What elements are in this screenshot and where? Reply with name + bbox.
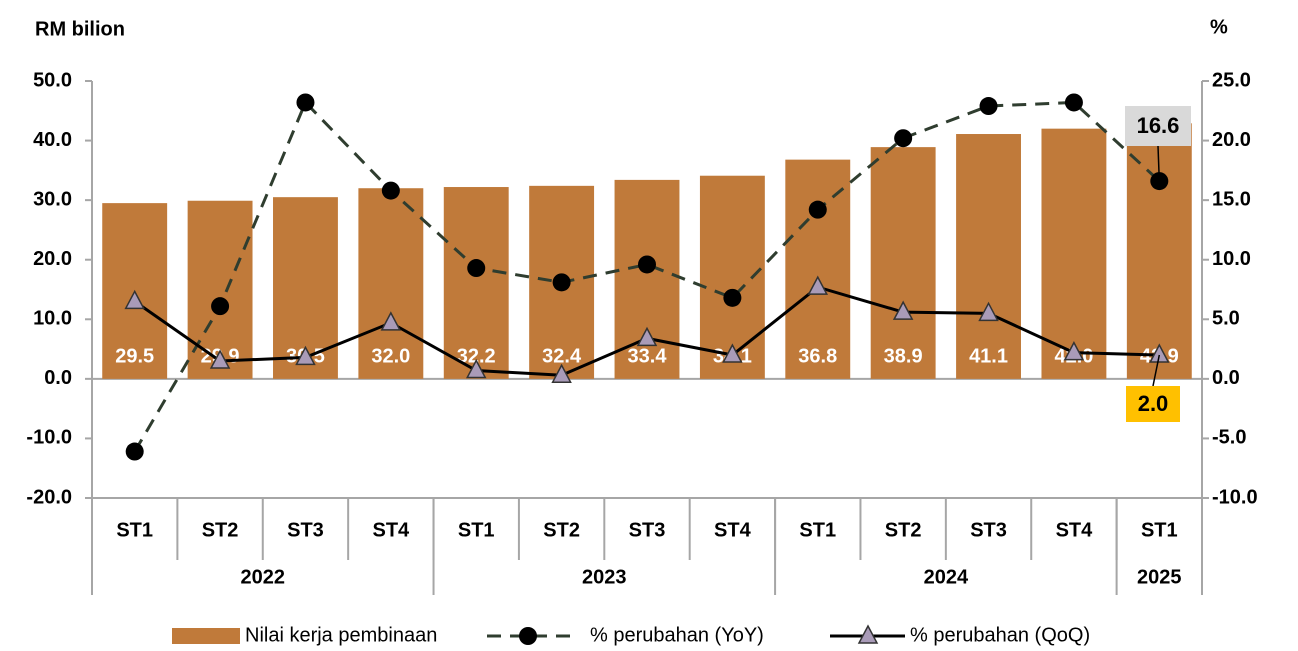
- marker: [892, 300, 914, 320]
- x-tick-label: ST4: [714, 519, 752, 541]
- y-tick-label: 50.0: [33, 69, 72, 91]
- y2-tick-label: 0.0: [1212, 367, 1240, 389]
- x-tick-label: ST1: [1141, 519, 1178, 541]
- y-tick-label: 0.0: [44, 367, 72, 389]
- marker: [295, 345, 316, 366]
- data-label: 29.5: [115, 345, 154, 367]
- y-tick-label: -20.0: [26, 486, 72, 508]
- marker: [638, 255, 656, 274]
- x-tick-label: ST1: [458, 519, 495, 541]
- marker: [723, 288, 742, 307]
- x-tick-label: ST4: [373, 519, 411, 541]
- marker: [894, 129, 913, 148]
- y2-tick-label: 5.0: [1212, 308, 1240, 330]
- data-label: 32.4: [542, 345, 582, 367]
- x-tick-label: ST1: [799, 519, 836, 541]
- x-tick-label: ST4: [1056, 519, 1094, 541]
- y2-tick-label: 20.0: [1212, 129, 1251, 151]
- bar: [870, 147, 936, 379]
- marker: [1064, 93, 1083, 112]
- marker: [1063, 341, 1085, 361]
- group-label: 2025: [1137, 566, 1182, 588]
- x-tick-label: ST1: [116, 519, 153, 541]
- data-label: 36.8: [798, 345, 837, 367]
- data-label: 16.6: [1137, 113, 1180, 138]
- marker: [380, 311, 402, 331]
- legend-label: % perubahan (YoY): [590, 624, 764, 646]
- leader-line: [1152, 354, 1161, 387]
- group-label: 2024: [924, 566, 969, 588]
- y-tick-label: -10.0: [26, 427, 72, 449]
- x-tick-label: ST3: [629, 519, 666, 541]
- y-tick-label: 30.0: [33, 188, 72, 210]
- y-tick-label: 20.0: [33, 248, 72, 270]
- marker: [808, 200, 827, 219]
- y2-tick-label: 10.0: [1212, 248, 1251, 270]
- marker: [1149, 343, 1170, 363]
- marker: [465, 358, 487, 379]
- marker: [551, 363, 572, 384]
- y-tick-label: 10.0: [33, 308, 72, 330]
- bar: [187, 200, 253, 379]
- y-axis-title: RM bilion: [35, 18, 125, 40]
- marker: [209, 349, 231, 369]
- data-label: 32.0: [371, 345, 410, 367]
- y2-tick-label: 25.0: [1212, 69, 1251, 91]
- y2-axis-title: %: [1210, 16, 1228, 38]
- bar: [956, 134, 1021, 379]
- bar: [785, 159, 851, 379]
- marker: [381, 181, 400, 200]
- marker: [979, 97, 998, 116]
- y-tick-label: 40.0: [33, 129, 72, 151]
- y2-tick-label: -5.0: [1212, 427, 1246, 449]
- legend-swatch: [519, 627, 537, 645]
- marker: [211, 297, 230, 316]
- marker: [978, 301, 999, 322]
- marker: [552, 273, 571, 292]
- marker: [807, 275, 829, 295]
- x-tick-label: ST2: [543, 519, 580, 541]
- marker: [296, 93, 315, 112]
- x-tick-label: ST3: [970, 519, 1007, 541]
- y2-tick-label: -10.0: [1212, 486, 1258, 508]
- marker: [636, 326, 658, 347]
- data-label: 2.0: [1138, 391, 1169, 416]
- leader-line: [1157, 145, 1161, 182]
- group-label: 2022: [241, 566, 286, 588]
- callout-box: [1126, 386, 1180, 422]
- legend-label: % perubahan (QoQ): [910, 624, 1090, 646]
- y2-tick-label: 15.0: [1212, 188, 1251, 210]
- data-label: 38.9: [884, 345, 923, 367]
- bar: [1041, 128, 1107, 379]
- group-label: 2023: [582, 566, 627, 588]
- bar: [358, 188, 424, 379]
- x-tick-label: ST2: [885, 519, 922, 541]
- bar: [443, 187, 509, 379]
- marker: [467, 259, 486, 278]
- legend-label: Nilai kerja pembinaan: [245, 624, 437, 646]
- callout-box: [1125, 106, 1191, 146]
- x-tick-label: ST2: [202, 519, 239, 541]
- x-tick-label: ST3: [287, 519, 324, 541]
- legend-swatch: [172, 628, 240, 644]
- marker: [124, 289, 145, 310]
- data-label: 33.4: [628, 345, 668, 367]
- data-label: 32.2: [457, 345, 496, 367]
- marker: [125, 442, 144, 461]
- legend-swatch: [857, 624, 879, 644]
- data-label: 41.1: [969, 345, 1008, 367]
- marker: [722, 343, 743, 363]
